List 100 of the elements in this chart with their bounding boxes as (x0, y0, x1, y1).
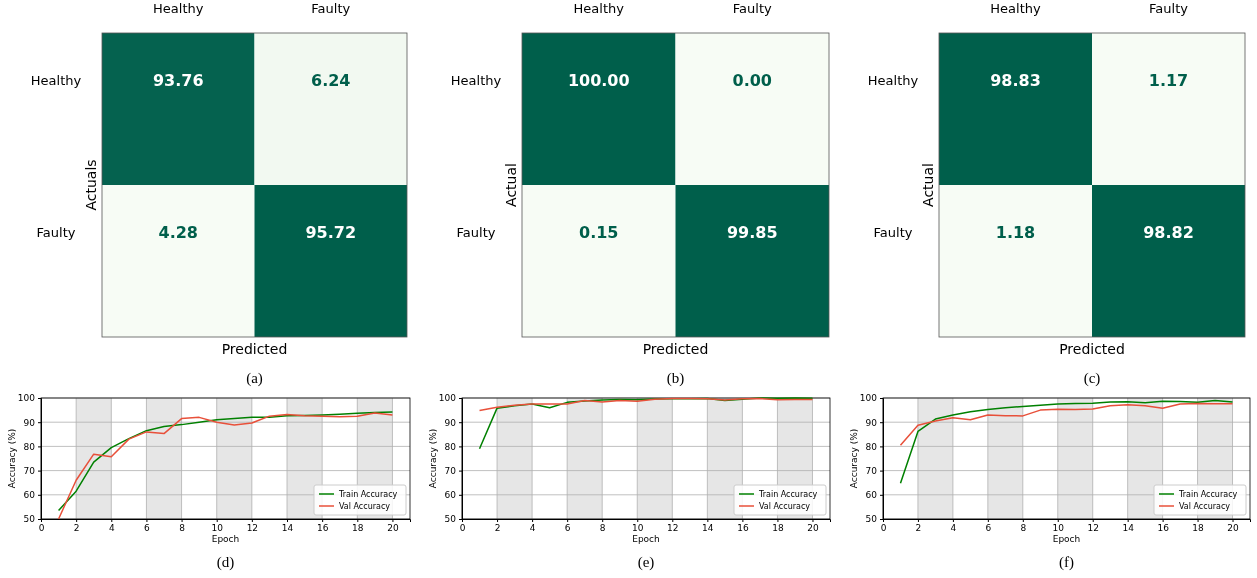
y-tick-label: 100 (17, 393, 36, 404)
data-label: 6.24 (311, 70, 351, 90)
x-tick-label: 20 (387, 523, 399, 534)
x-axis-title: Epoch (1052, 534, 1081, 544)
x-tick-label: 2 (915, 523, 922, 534)
x-axis-title: Predicted (1059, 341, 1125, 357)
x-axis-title: Predicted (642, 341, 709, 357)
x-tick-label: 0 (459, 523, 466, 534)
x-tick-label: 6 (144, 523, 151, 534)
y-tick-label: Healthy (450, 72, 502, 88)
x-tick-label: 8 (1020, 523, 1027, 534)
x-tick-label: 4 (529, 523, 536, 534)
x-tick-label: 18 (352, 523, 364, 534)
x-tick-label: 8 (599, 523, 606, 534)
text: (e) (637, 554, 655, 571)
x-tick-label: 20 (807, 523, 819, 534)
legend-label: Val Accuracy (1179, 501, 1231, 511)
x-tick-label: Faulty (732, 1, 772, 16)
data-label: 0.15 (579, 222, 619, 242)
data-label: 99.85 (726, 222, 778, 242)
text: (c) (1083, 370, 1101, 387)
x-tick-label: 10 (1052, 523, 1065, 534)
y-tick-label: 70 (444, 465, 457, 476)
data-label: 100.00 (567, 70, 630, 90)
y-axis-title: Actual (920, 163, 936, 207)
x-tick-label: 20 (1227, 523, 1240, 534)
y-tick-label: Healthy (30, 72, 82, 88)
y-tick-label: 100 (859, 393, 878, 404)
y-tick-label: 50 (444, 514, 457, 525)
x-tick-label: Healthy (573, 1, 625, 16)
data-label: 4.28 (158, 222, 198, 242)
y-tick-label: 60 (865, 490, 878, 501)
y-tick-label: 50 (865, 514, 878, 525)
y-tick-label: 80 (444, 441, 457, 452)
x-tick-label: 8 (179, 523, 186, 534)
text: (b) (666, 370, 685, 387)
y-axis-title: Accuracy (%) (849, 428, 859, 489)
y-tick-label: 80 (865, 441, 878, 452)
x-axis-title: Epoch (211, 534, 240, 544)
line-series (899, 402, 1234, 446)
x-tick-label: 12 (1087, 523, 1099, 534)
legend-label: Val Accuracy (339, 501, 391, 511)
x-tick-label: Faulty (1149, 1, 1189, 16)
x-tick-label: 4 (108, 523, 115, 534)
text: (a) (246, 370, 263, 387)
y-tick-label: 80 (23, 441, 36, 452)
y-tick-label: 90 (23, 417, 36, 428)
x-axis-title: Epoch (632, 534, 660, 544)
y-axis-title: Accuracy (%) (7, 428, 17, 489)
x-tick-label: 14 (1122, 523, 1135, 534)
y-tick-label: 70 (23, 465, 36, 476)
y-axis-title: Actual (503, 163, 519, 207)
y-tick-label: Healthy (867, 72, 919, 88)
x-tick-label: 6 (564, 523, 571, 534)
x-tick-label: 12 (246, 523, 259, 534)
y-tick-label: Faulty (873, 224, 913, 240)
data-label: 98.83 (990, 70, 1041, 90)
legend-label: Train Accuracy (1178, 489, 1238, 499)
text: (f) (1059, 554, 1074, 571)
x-tick-label: 2 (494, 523, 501, 534)
y-tick-label: 60 (444, 490, 457, 501)
y-tick-label: 100 (438, 393, 457, 404)
x-tick-label: 2 (73, 523, 80, 534)
legend-label: Train Accuracy (338, 489, 398, 499)
x-tick-label: 0 (38, 523, 45, 534)
x-tick-label: 16 (1157, 523, 1170, 534)
x-tick-label: 18 (772, 523, 784, 534)
x-tick-label: 10 (632, 523, 644, 534)
data-label: 95.72 (305, 222, 357, 242)
y-axis-title: Accuracy (%) (428, 428, 438, 489)
legend-label: Val Accuracy (759, 501, 811, 511)
x-tick-label: 14 (281, 523, 294, 534)
data-label: 1.17 (1148, 70, 1189, 90)
x-tick-label: Faulty (311, 1, 351, 16)
data-label: 93.76 (152, 70, 204, 90)
x-axis-title: Predicted (221, 341, 288, 357)
x-tick-label: 16 (316, 523, 329, 534)
data-label: 0.00 (732, 70, 772, 90)
x-tick-label: 4 (950, 523, 957, 534)
x-tick-label: 16 (737, 523, 749, 534)
y-tick-label: 90 (865, 417, 878, 428)
y-tick-label: 70 (865, 465, 878, 476)
y-tick-label: 50 (23, 514, 36, 525)
x-tick-label: 12 (667, 523, 679, 534)
x-tick-label: 14 (702, 523, 714, 534)
line-series (478, 397, 814, 412)
x-tick-label: 10 (211, 523, 224, 534)
legend-label: Train Accuracy (758, 489, 818, 499)
y-tick-label: 90 (444, 417, 457, 428)
data-label: 1.18 (995, 222, 1036, 242)
data-label: 98.82 (1143, 222, 1194, 242)
x-tick-label: 18 (1192, 523, 1205, 534)
text: (d) (216, 554, 235, 571)
line-series (899, 399, 1234, 484)
x-tick-label: 0 (880, 523, 887, 534)
x-tick-label: Healthy (990, 1, 1041, 16)
x-tick-label: 6 (985, 523, 992, 534)
x-tick-label: Healthy (153, 1, 204, 16)
y-tick-label: 60 (23, 490, 36, 501)
y-axis-title: Actuals (83, 159, 99, 211)
